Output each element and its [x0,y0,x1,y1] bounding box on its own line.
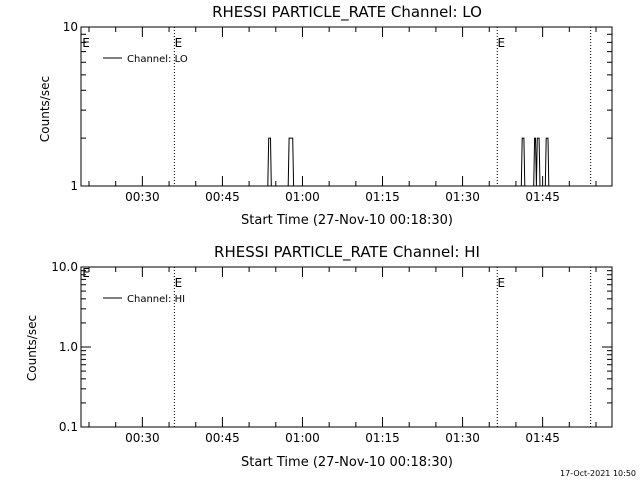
x-axis-label-hi: Start Time (27-Nov-10 00:18:30) [241,455,453,470]
x-tick-label-lo: 00:30 [125,190,160,204]
x-tick-label-hi: 01:45 [525,431,560,445]
x-tick-label-hi: 00:30 [125,431,160,445]
panel-lo: RHESSI PARTICLE_RATE Channel: LO Start T… [38,3,613,228]
chart-title-hi: RHESSI PARTICLE_RATE Channel: HI [214,243,480,262]
x-tick-label-hi: 01:15 [365,431,400,445]
x-tick-label-lo: 01:30 [445,190,480,204]
y-tick-label-hi: 1.0 [59,340,78,354]
y-axis-label-lo: Counts/sec [38,76,52,142]
legend-label-hi: Channel: HI [127,294,185,305]
event-marker-label-lo: E [497,36,505,50]
x-tick-label-lo: 01:00 [285,190,320,204]
x-axis-label-lo: Start Time (27-Nov-10 00:18:30) [241,213,453,228]
event-marker-label-hi: E [175,276,183,290]
event-marker-label-lo: E [175,36,183,50]
corner-label-lo: E [82,36,90,50]
x-tick-label-lo: 01:15 [365,190,400,204]
panel-hi: RHESSI PARTICLE_RATE Channel: HI Start T… [25,243,613,470]
y-tick-label-lo: 10 [63,20,78,34]
event-marker-label-hi: E [497,276,505,290]
series-line-lo [267,137,550,187]
y-tick-label-lo: 1 [70,179,78,193]
x-tick-label-hi: 01:30 [445,431,480,445]
x-tick-label-lo: 01:45 [525,190,560,204]
x-tick-label-hi: 00:45 [205,431,240,445]
y-tick-label-hi: 10.0 [51,260,78,274]
corner-label-hi: E [82,266,90,280]
y-axis-label-hi: Counts/sec [25,315,39,381]
chart-title-lo: RHESSI PARTICLE_RATE Channel: LO [212,3,482,22]
y-tick-label-hi: 0.1 [59,420,78,434]
timestamp: 17-Oct-2021 10:50 [560,469,636,478]
legend-label-lo: Channel: LO [127,54,188,65]
x-tick-label-hi: 01:00 [285,431,320,445]
x-tick-label-lo: 00:45 [205,190,240,204]
